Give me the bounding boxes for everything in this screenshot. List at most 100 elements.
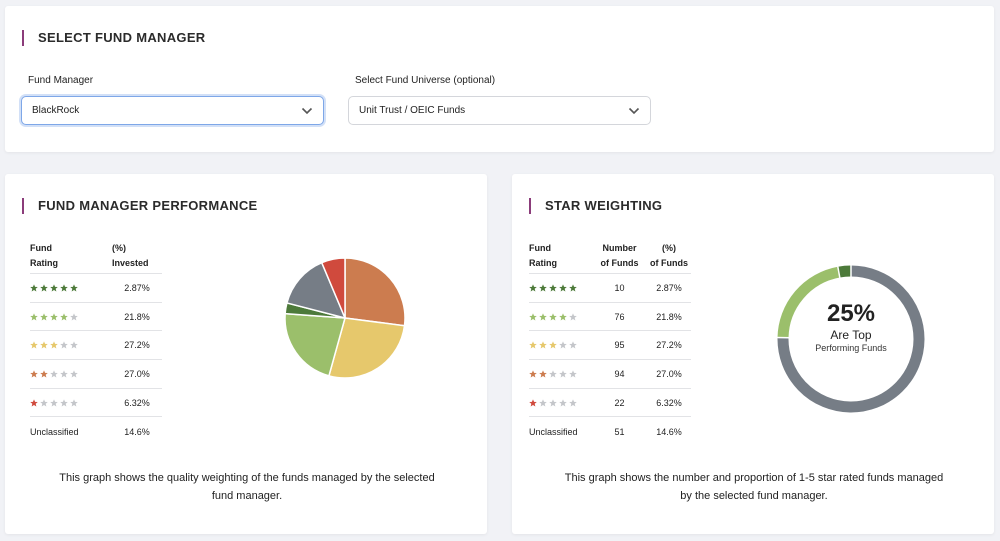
table-row: 6.32%: [30, 388, 162, 418]
percent-cell: 6.32%: [647, 388, 691, 418]
star-rating: [30, 312, 112, 321]
star-icon: [539, 341, 547, 349]
select-fund-manager-card: SELECT FUND MANAGER Fund Manager BlackRo…: [5, 6, 994, 152]
star-icon: [529, 312, 537, 320]
star-icon: [50, 284, 58, 292]
table-row: 10 2.87%: [529, 273, 691, 303]
table-row: 27.0%: [30, 359, 162, 389]
performance-note: This graph shows the quality weighting o…: [59, 472, 435, 502]
invested-cell: 14.6%: [124, 426, 150, 437]
star-icon: [559, 398, 567, 407]
star-icon: [559, 341, 567, 349]
star-icon: [60, 341, 68, 349]
donut-segment-4-star: [777, 266, 840, 338]
star-icon: [30, 312, 38, 320]
star-icon: [529, 341, 537, 349]
invested-cell: 27.2%: [112, 330, 162, 361]
percent-cell: 27.2%: [647, 330, 691, 361]
star-rating: [529, 341, 592, 349]
percent-cell: 14.6%: [656, 426, 682, 437]
donut-segment-other: [777, 265, 925, 413]
star-icon: [60, 284, 68, 292]
star-icon: [549, 312, 557, 320]
star-icon: [529, 398, 537, 407]
rating-cell: [529, 388, 592, 418]
star-icon: [60, 312, 68, 320]
star-icon: [549, 284, 557, 292]
star-icon: [70, 370, 78, 378]
star-icon: [50, 341, 58, 349]
top-performing-percent: 25%: [826, 300, 876, 327]
star-rating: [30, 341, 112, 349]
count-cell: 51: [614, 426, 625, 437]
rating-cell: [30, 330, 112, 361]
fund-universe-select[interactable]: Unit Trust / OEIC Funds: [348, 96, 651, 125]
star-icon: [539, 284, 547, 292]
rating-header: Fund Rating: [529, 237, 592, 274]
star-icon: [30, 284, 38, 292]
star-icon: [70, 312, 78, 320]
rating-cell: [30, 273, 112, 303]
fund-universe-value: Unit Trust / OEIC Funds: [359, 105, 466, 116]
star-icon: [539, 312, 547, 320]
star-icon: [529, 370, 537, 378]
performance-title: FUND MANAGER PERFORMANCE: [22, 198, 258, 214]
unclassified-label: Unclassified: [529, 426, 578, 437]
star-icon: [559, 312, 567, 320]
star-icon: [569, 398, 577, 407]
fund-manager-value: BlackRock: [32, 105, 80, 116]
table-row: 2.87%: [30, 273, 162, 303]
quality-weighting-pie-chart: [284, 257, 406, 379]
donut-center-label: 25% Are Top Performing Funds: [774, 300, 928, 354]
table-row: Unclassified 51 14.6%: [529, 417, 691, 446]
star-icon: [70, 398, 78, 407]
rating-header: Fund Rating: [30, 237, 112, 274]
star-weighting-donut-chart: [776, 264, 925, 413]
table-row: 76 21.8%: [529, 302, 691, 332]
star-rating: [529, 284, 592, 292]
star-icon: [569, 312, 577, 320]
star-icon: [569, 370, 577, 378]
star-rating: [30, 370, 112, 378]
rating-cell: Unclassified: [30, 417, 112, 446]
rating-cell: [30, 302, 112, 332]
star-icon: [60, 398, 68, 407]
star-rating: [30, 398, 112, 407]
star-icon: [559, 370, 567, 378]
table-row: 21.8%: [30, 302, 162, 332]
invested-header: (%) Invested: [112, 237, 162, 274]
rating-cell: [529, 330, 592, 361]
star-rating: [30, 284, 112, 292]
star-icon: [60, 370, 68, 378]
pie-slice-2-star: [344, 257, 406, 327]
star-weighting-title: STAR WEIGHTING: [529, 198, 662, 214]
star-icon: [529, 284, 537, 292]
select-panel-title: SELECT FUND MANAGER: [22, 30, 205, 46]
star-icon: [40, 370, 48, 378]
star-icon: [30, 341, 38, 349]
star-weighting-note: This graph shows the number and proporti…: [564, 472, 944, 502]
percent-cell: 2.87%: [647, 273, 691, 303]
invested-cell: 21.8%: [112, 302, 162, 332]
performance-rating-table: Fund Rating (%) Invested 2.87% 21.8% 27.2% 27…: [30, 237, 162, 446]
percent-cell: 27.0%: [647, 359, 691, 389]
star-icon: [569, 284, 577, 292]
star-icon: [50, 398, 58, 407]
fund-manager-select[interactable]: BlackRock: [21, 96, 324, 125]
star-icon: [30, 370, 38, 378]
percent-cell: 21.8%: [647, 302, 691, 332]
star-icon: [30, 398, 38, 407]
star-icon: [40, 312, 48, 320]
rating-cell: Unclassified: [529, 417, 592, 446]
star-weighting-card: STAR WEIGHTING Fund Rating Number of Funds…: [512, 174, 994, 534]
invested-cell: 6.32%: [112, 388, 162, 418]
rating-cell: [529, 273, 592, 303]
count-cell: 94: [592, 359, 647, 389]
donut-line1: Are Top: [830, 328, 872, 342]
fund-universe-label: Select Fund Universe (optional): [355, 75, 496, 86]
star-icon: [40, 284, 48, 292]
chevron-down-icon: [628, 107, 640, 114]
rating-cell: [30, 388, 112, 418]
table-row: 94 27.0%: [529, 359, 691, 389]
star-icon: [539, 370, 547, 378]
